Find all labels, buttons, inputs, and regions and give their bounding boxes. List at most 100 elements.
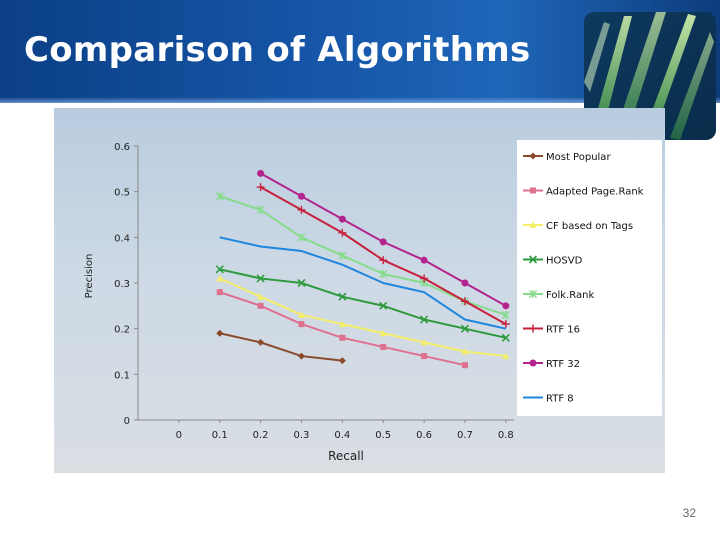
data-point: [297, 205, 306, 214]
y-tick-label: 0.3: [114, 279, 130, 290]
data-point: [421, 353, 428, 360]
y-tick-label: 0.5: [114, 188, 130, 199]
data-point: [297, 278, 306, 288]
data-point: [215, 192, 224, 201]
data-point: [256, 205, 265, 214]
y-tick-label: 0.1: [114, 370, 130, 381]
x-tick-label: 0.1: [212, 430, 228, 441]
data-point: [297, 311, 305, 318]
data-point: [297, 352, 305, 360]
data-point: [338, 320, 346, 328]
data-point: [461, 348, 469, 355]
x-axis-label: Recall: [328, 449, 364, 463]
legend-label: HOSVD: [546, 256, 583, 267]
series-rtf-32: [257, 169, 510, 310]
data-point: [338, 251, 347, 260]
data-point: [298, 321, 305, 328]
data-point: [502, 302, 510, 310]
data-point: [460, 297, 469, 306]
legend-marker: [528, 255, 538, 264]
data-point: [297, 192, 305, 200]
series-hosvd: [215, 265, 510, 342]
legend-marker: [530, 187, 536, 194]
series-lines: [215, 169, 510, 369]
series-adapted-page-rank: [216, 289, 468, 369]
data-point: [379, 238, 387, 246]
data-point: [257, 169, 265, 177]
page-number: 32: [682, 506, 696, 520]
data-point: [338, 292, 347, 301]
data-point: [461, 279, 469, 287]
legend-label: Most Popular: [546, 152, 611, 163]
legend-label: RTF 8: [546, 394, 574, 405]
legend-item: Most Popular: [523, 152, 611, 163]
legend-marker: [529, 324, 537, 333]
data-point: [502, 352, 510, 360]
data-point: [257, 302, 264, 309]
data-point: [420, 256, 428, 264]
data-point: [379, 256, 388, 265]
axes: 0 0.1 0.2 0.3 0.4 0.5 0.6 0 0.1 0.2 0.3 0.4 0.5 0.6 0.…: [114, 142, 514, 441]
data-point: [379, 269, 388, 278]
series-line: [219, 291, 466, 367]
x-tick-label: 0: [176, 430, 182, 441]
y-tick-label: 0: [124, 416, 130, 427]
data-point: [256, 183, 265, 192]
data-point: [460, 324, 470, 333]
data-point: [216, 274, 224, 282]
legend-item: Folk.Rank: [523, 290, 594, 301]
legend-label: Adapted Page.Rank: [546, 187, 644, 198]
series-line: [219, 277, 506, 358]
legend-marker: [529, 359, 537, 367]
data-point: [338, 357, 346, 365]
data-point: [256, 274, 265, 283]
data-point: [420, 274, 429, 283]
data-point: [420, 338, 428, 346]
data-point: [338, 215, 346, 223]
data-point: [257, 293, 265, 300]
series-cf-based-on-tags: [216, 274, 510, 360]
x-tick-label: 0.4: [334, 430, 350, 441]
y-tick-label: 0.4: [114, 233, 130, 244]
series-line: [219, 236, 507, 330]
y-tick-label: 0.6: [114, 142, 130, 153]
legend-item: HOSVD: [523, 255, 583, 267]
data-point: [339, 334, 346, 341]
legend-item: RTF 8: [523, 394, 574, 405]
legend-entries: Most Popular Adapted Page.Rank CF based on…: [523, 152, 644, 405]
legend-item: RTF 32: [523, 359, 580, 370]
x-tick-label: 0.5: [375, 430, 391, 441]
x-tick-label: 0.7: [457, 430, 473, 441]
series-line: [260, 186, 507, 325]
header-shine: [0, 97, 720, 103]
series-rtf-16: [256, 183, 510, 329]
slide-title: Comparison of Algorithms: [24, 30, 531, 70]
data-point: [215, 265, 224, 274]
legend-marker: [529, 221, 537, 228]
legend-item: Adapted Page.Rank: [523, 187, 644, 198]
decorative-light-streaks: [584, 12, 716, 140]
data-point: [379, 301, 388, 310]
x-tick-label: 0.2: [253, 430, 269, 441]
x-tick-label: 0.6: [416, 430, 432, 441]
data-point: [461, 362, 468, 369]
legend-label: Folk.Rank: [546, 290, 594, 301]
x-tick-label: 0.8: [498, 430, 514, 441]
legend-marker: [529, 290, 537, 298]
data-point: [501, 310, 510, 319]
legend-label: RTF 32: [546, 359, 580, 370]
x-tick-label: 0.3: [294, 430, 310, 441]
line-chart: 0 0.1 0.2 0.3 0.4 0.5 0.6 0 0.1 0.2 0.3 0.4 0.5 0.6 0.…: [84, 142, 514, 463]
data-point: [338, 228, 347, 237]
legend-label: CF based on Tags: [546, 221, 633, 232]
series-rtf-8: [219, 236, 507, 330]
legend-item: CF based on Tags: [523, 221, 633, 232]
series-most-popular: [216, 329, 346, 365]
series-line: [219, 332, 343, 362]
y-tick-label: 0.2: [114, 325, 130, 336]
data-point: [297, 233, 306, 242]
legend-marker: [529, 152, 537, 160]
data-point: [380, 343, 387, 350]
y-axis-label: Precision: [84, 254, 95, 299]
data-point: [420, 315, 429, 324]
